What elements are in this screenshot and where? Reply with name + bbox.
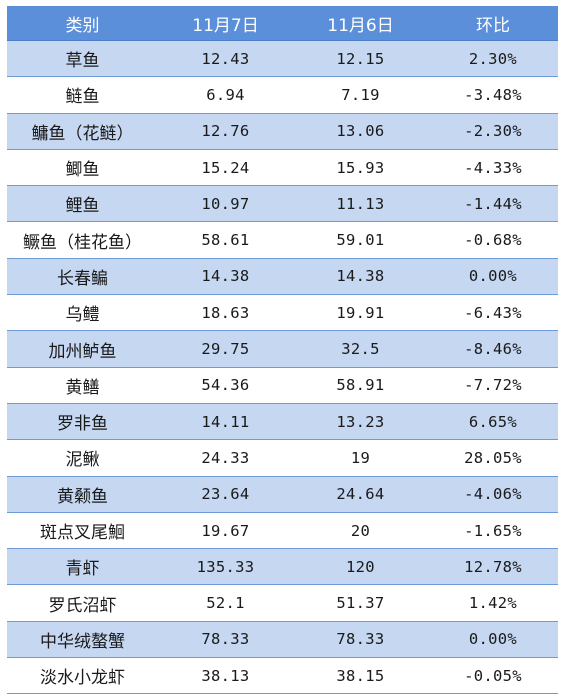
cell-change: 1.42% (428, 584, 558, 622)
cell-price-nov-7: 78.33 (158, 621, 293, 659)
cell-category: 青虾 (7, 548, 158, 586)
cell-category: 鳙鱼（花鲢） (7, 113, 158, 150)
table-header-row: 类别 11月7日 11月6日 环比 (7, 6, 558, 41)
cell-price-nov-6: 51.37 (293, 584, 428, 622)
price-table-container: 类别 11月7日 11月6日 环比 草鱼 12.43 12.15 2.30% 鲢鱼 6.9… (7, 6, 558, 695)
table-row: 加州鲈鱼 29.75 32.5 -8.46% (7, 330, 558, 368)
cell-category: 淡水小龙虾 (7, 657, 158, 695)
cell-change: -8.46% (428, 330, 558, 368)
cell-category: 泥鳅 (7, 439, 158, 477)
table-row: 青虾 135.33 120 12.78% (7, 548, 558, 586)
cell-category: 鲢鱼 (7, 76, 158, 114)
cell-category: 罗氏沼虾 (7, 584, 158, 622)
cell-category: 鲫鱼 (7, 149, 158, 187)
cell-price-nov-7: 135.33 (158, 548, 293, 586)
cell-price-nov-6: 12.15 (293, 40, 428, 78)
table-row: 黄颡鱼 23.64 24.64 -4.06% (7, 476, 558, 513)
cell-change: 28.05% (428, 439, 558, 477)
cell-price-nov-6: 19.91 (293, 294, 428, 332)
table-row: 鲢鱼 6.94 7.19 -3.48% (7, 76, 558, 114)
table-row: 鲤鱼 10.97 11.13 -1.44% (7, 185, 558, 223)
cell-price-nov-7: 14.11 (158, 403, 293, 441)
cell-change: 0.00% (428, 621, 558, 659)
cell-price-nov-7: 58.61 (158, 221, 293, 259)
cell-price-nov-7: 6.94 (158, 76, 293, 114)
table-row: 淡水小龙虾 38.13 38.15 -0.05% (7, 657, 558, 695)
cell-price-nov-7: 52.1 (158, 584, 293, 622)
cell-price-nov-6: 78.33 (293, 621, 428, 659)
cell-category: 黄鳝 (7, 367, 158, 404)
cell-price-nov-7: 38.13 (158, 657, 293, 695)
table-row: 长春鳊 14.38 14.38 0.00% (7, 258, 558, 296)
table-row: 斑点叉尾鮰 19.67 20 -1.65% (7, 512, 558, 550)
cell-price-nov-6: 14.38 (293, 258, 428, 296)
cell-category: 中华绒螯蟹 (7, 621, 158, 659)
cell-price-nov-7: 14.38 (158, 258, 293, 296)
cell-change: -6.43% (428, 294, 558, 332)
cell-category: 草鱼 (7, 40, 158, 78)
cell-change: -1.44% (428, 185, 558, 223)
cell-price-nov-7: 29.75 (158, 330, 293, 368)
cell-price-nov-6: 7.19 (293, 76, 428, 114)
cell-price-nov-6: 32.5 (293, 330, 428, 368)
cell-category: 罗非鱼 (7, 403, 158, 441)
cell-price-nov-7: 54.36 (158, 367, 293, 404)
cell-change: 2.30% (428, 40, 558, 78)
table-row: 鲫鱼 15.24 15.93 -4.33% (7, 149, 558, 187)
cell-change: -0.68% (428, 221, 558, 259)
cell-change: -4.33% (428, 149, 558, 187)
header-category: 类别 (7, 6, 158, 41)
cell-price-nov-7: 15.24 (158, 149, 293, 187)
header-nov-7: 11月7日 (158, 6, 293, 41)
table-row: 罗非鱼 14.11 13.23 6.65% (7, 403, 558, 441)
table-row: 鳜鱼（桂花鱼） 58.61 59.01 -0.68% (7, 221, 558, 259)
cell-price-nov-7: 10.97 (158, 185, 293, 223)
cell-change: 0.00% (428, 258, 558, 296)
cell-change: -2.30% (428, 113, 558, 150)
cell-change: -7.72% (428, 367, 558, 404)
table-row: 黄鳝 54.36 58.91 -7.72% (7, 367, 558, 404)
table-body: 草鱼 12.43 12.15 2.30% 鲢鱼 6.94 7.19 -3.48% 鳙鱼（花鲢） 1… (7, 40, 558, 695)
cell-price-nov-6: 120 (293, 548, 428, 586)
cell-category: 斑点叉尾鮰 (7, 512, 158, 550)
cell-category: 鳜鱼（桂花鱼） (7, 221, 158, 259)
cell-price-nov-6: 38.15 (293, 657, 428, 695)
cell-category: 长春鳊 (7, 258, 158, 296)
table-row: 草鱼 12.43 12.15 2.30% (7, 40, 558, 78)
cell-price-nov-6: 19 (293, 439, 428, 477)
cell-price-nov-6: 13.23 (293, 403, 428, 441)
header-change: 环比 (428, 6, 558, 41)
cell-category: 鲤鱼 (7, 185, 158, 223)
cell-change: -3.48% (428, 76, 558, 114)
cell-price-nov-7: 12.76 (158, 113, 293, 150)
cell-price-nov-6: 24.64 (293, 476, 428, 513)
cell-price-nov-7: 12.43 (158, 40, 293, 78)
cell-category: 加州鲈鱼 (7, 330, 158, 368)
cell-price-nov-6: 59.01 (293, 221, 428, 259)
table-row: 鳙鱼（花鲢） 12.76 13.06 -2.30% (7, 113, 558, 150)
cell-price-nov-7: 23.64 (158, 476, 293, 513)
cell-change: -1.65% (428, 512, 558, 550)
table-row: 罗氏沼虾 52.1 51.37 1.42% (7, 584, 558, 622)
cell-category: 乌鳢 (7, 294, 158, 332)
cell-price-nov-7: 19.67 (158, 512, 293, 550)
cell-price-nov-6: 13.06 (293, 113, 428, 150)
table-row: 泥鳅 24.33 19 28.05% (7, 439, 558, 477)
price-table: 类别 11月7日 11月6日 环比 草鱼 12.43 12.15 2.30% 鲢鱼 6.9… (7, 6, 558, 695)
cell-category: 黄颡鱼 (7, 476, 158, 513)
cell-price-nov-6: 20 (293, 512, 428, 550)
table-row: 乌鳢 18.63 19.91 -6.43% (7, 294, 558, 332)
cell-price-nov-6: 58.91 (293, 367, 428, 404)
cell-price-nov-7: 18.63 (158, 294, 293, 332)
cell-change: 12.78% (428, 548, 558, 586)
cell-change: -0.05% (428, 657, 558, 695)
cell-price-nov-6: 11.13 (293, 185, 428, 223)
cell-change: -4.06% (428, 476, 558, 513)
table-row: 中华绒螯蟹 78.33 78.33 0.00% (7, 621, 558, 659)
cell-change: 6.65% (428, 403, 558, 441)
cell-price-nov-7: 24.33 (158, 439, 293, 477)
cell-price-nov-6: 15.93 (293, 149, 428, 187)
header-nov-6: 11月6日 (293, 6, 428, 41)
